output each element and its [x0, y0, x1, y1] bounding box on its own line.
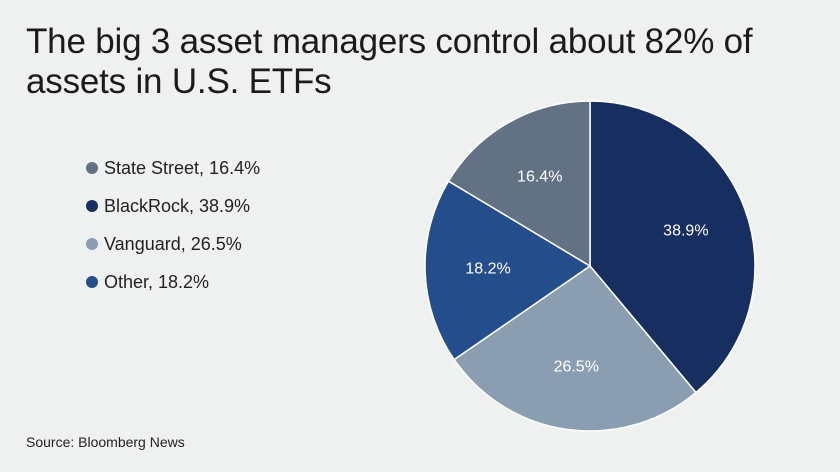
pie-slice-vanguard	[453, 265, 697, 432]
legend-label-other: Other, 18.2%	[104, 271, 210, 292]
legend-swatch-other	[86, 276, 98, 288]
pie-label-vanguard: 26.5%	[554, 359, 599, 376]
pie-slices	[424, 100, 756, 432]
chart-legend: State Street, 16.4% BlackRock, 38.9% Van…	[86, 149, 260, 301]
pie-label-state-street: 16.4%	[517, 169, 562, 186]
chart-title: The big 3 asset managers control about 8…	[26, 22, 753, 101]
source-note: Source: Bloomberg News	[26, 434, 185, 450]
pie-slice-other	[424, 180, 591, 361]
pie-label-other: 18.2%	[465, 261, 510, 278]
pie-label-blackrock: 38.9%	[663, 223, 708, 240]
legend-label-vanguard: Vanguard, 26.5%	[104, 233, 242, 254]
legend-item-vanguard: Vanguard, 26.5%	[86, 225, 260, 263]
legend-item-state-street: State Street, 16.4%	[86, 149, 260, 187]
legend-label-blackrock: BlackRock, 38.9%	[104, 195, 251, 216]
legend-swatch-state-street	[86, 162, 98, 174]
pie-slice-labels: 38.9% 26.5% 18.2% 16.4%	[465, 169, 708, 376]
legend-item-other: Other, 18.2%	[86, 263, 260, 301]
legend-swatch-vanguard	[86, 238, 98, 250]
pie-slice-state-street	[447, 100, 591, 267]
pie-slice-blackrock	[589, 100, 756, 394]
legend-label-state-street: State Street, 16.4%	[104, 157, 261, 178]
legend-swatch-blackrock	[86, 200, 98, 212]
legend-item-blackrock: BlackRock, 38.9%	[86, 187, 260, 225]
